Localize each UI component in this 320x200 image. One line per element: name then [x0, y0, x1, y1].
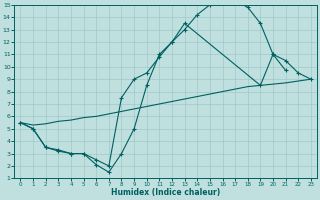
X-axis label: Humidex (Indice chaleur): Humidex (Indice chaleur): [111, 188, 220, 197]
